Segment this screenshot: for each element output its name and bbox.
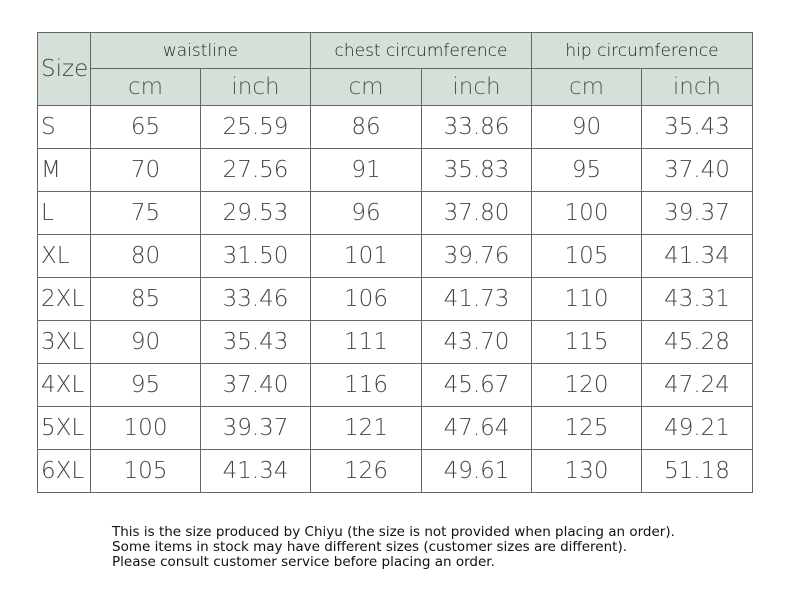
cell: 39.76 [421, 234, 532, 278]
cell: 35.43 [641, 105, 753, 149]
size-cell: 5XL [37, 406, 91, 450]
cell: 96 [310, 191, 422, 235]
cell: 121 [310, 406, 422, 450]
cell: 130 [531, 449, 642, 493]
cell: 91 [310, 148, 422, 192]
cell: 39.37 [200, 406, 311, 450]
cell: 105 [90, 449, 201, 493]
cell: 95 [531, 148, 642, 192]
unit-header: cm [310, 68, 422, 106]
unit-row: cm inch cm inch cm inch [38, 68, 753, 106]
data-row: XL 80 31.50 101 39.76 105 41.34 [37, 234, 753, 278]
cell: 33.46 [200, 277, 311, 321]
cell: 105 [531, 234, 642, 278]
cell: 43.70 [421, 320, 532, 364]
cell: 101 [310, 234, 422, 278]
cell: 29.53 [200, 191, 311, 235]
cell: 49.21 [641, 406, 753, 450]
size-cell: 6XL [37, 449, 91, 493]
unit-header: cm [531, 68, 642, 106]
cell: 31.50 [200, 234, 311, 278]
cell: 75 [90, 191, 201, 235]
size-cell: 3XL [37, 320, 91, 364]
size-cell: XL [37, 234, 91, 278]
cell: 37.80 [421, 191, 532, 235]
cell: 43.31 [641, 277, 753, 321]
data-row: S 65 25.59 86 33.86 90 35.43 [37, 105, 753, 149]
cell: 27.56 [200, 148, 311, 192]
data-row: 6XL 105 41.34 126 49.61 130 51.18 [37, 449, 753, 493]
cell: 126 [310, 449, 422, 493]
cell: 120 [531, 363, 642, 407]
note-line: Some items in stock may have different s… [112, 539, 628, 555]
cell: 80 [90, 234, 201, 278]
cell: 125 [531, 406, 642, 450]
size-cell: S [37, 105, 91, 149]
data-row: L 75 29.53 96 37.80 100 39.37 [37, 191, 753, 235]
cell: 116 [310, 363, 422, 407]
cell: 41.34 [200, 449, 311, 493]
cell: 41.73 [421, 277, 532, 321]
note-line: Please consult customer service before p… [112, 554, 495, 570]
cell: 35.83 [421, 148, 532, 192]
cell: 106 [310, 277, 422, 321]
cell: 37.40 [641, 148, 753, 192]
data-row: 5XL 100 39.37 121 47.64 125 49.21 [37, 406, 753, 450]
cell: 90 [90, 320, 201, 364]
cell: 25.59 [200, 105, 311, 149]
note-line: This is the size produced by Chiyu (the … [112, 524, 675, 540]
cell: 41.34 [641, 234, 753, 278]
cell: 39.37 [641, 191, 753, 235]
cell: 100 [531, 191, 642, 235]
header-row: Size waistline chest circumference hip circ… [37, 32, 753, 106]
group-header: hip circumference [531, 32, 753, 69]
cell: 37.40 [200, 363, 311, 407]
group-header: chest circumference [310, 32, 532, 69]
cell: 100 [90, 406, 201, 450]
size-cell: L [37, 191, 91, 235]
group-header: waistline [90, 32, 311, 69]
unit-header: inch [421, 68, 532, 106]
size-table: Size waistline chest circumference hip circ… [37, 32, 753, 493]
cell: 51.18 [641, 449, 753, 493]
data-row: 2XL 85 33.46 106 41.73 110 43.31 [37, 277, 753, 321]
cell: 47.64 [421, 406, 532, 450]
size-header: Size [37, 32, 91, 106]
cell: 90 [531, 105, 642, 149]
unit-header: inch [641, 68, 753, 106]
cell: 86 [310, 105, 422, 149]
unit-header: inch [200, 68, 311, 106]
cell: 85 [90, 277, 201, 321]
cell: 45.67 [421, 363, 532, 407]
cell: 33.86 [421, 105, 532, 149]
unit-header: cm [90, 68, 201, 106]
cell: 115 [531, 320, 642, 364]
size-cell: M [37, 148, 91, 192]
table-body: Size waistline chest circumference hip circ… [37, 32, 753, 493]
cell: 70 [90, 148, 201, 192]
cell: 110 [531, 277, 642, 321]
data-row: 3XL 90 35.43 111 43.70 115 45.28 [37, 320, 753, 364]
cell: 65 [90, 105, 201, 149]
size-cell: 4XL [37, 363, 91, 407]
cell: 111 [310, 320, 422, 364]
cell: 47.24 [641, 363, 753, 407]
cell: 95 [90, 363, 201, 407]
data-row: 4XL 95 37.40 116 45.67 120 47.24 [37, 363, 753, 407]
notes: This is the size produced by Chiyu (the … [112, 525, 675, 570]
data-row: M 70 27.56 91 35.83 95 37.40 [37, 148, 753, 192]
size-cell: 2XL [37, 277, 91, 321]
cell: 49.61 [421, 449, 532, 493]
cell: 45.28 [641, 320, 753, 364]
cell: 35.43 [200, 320, 311, 364]
